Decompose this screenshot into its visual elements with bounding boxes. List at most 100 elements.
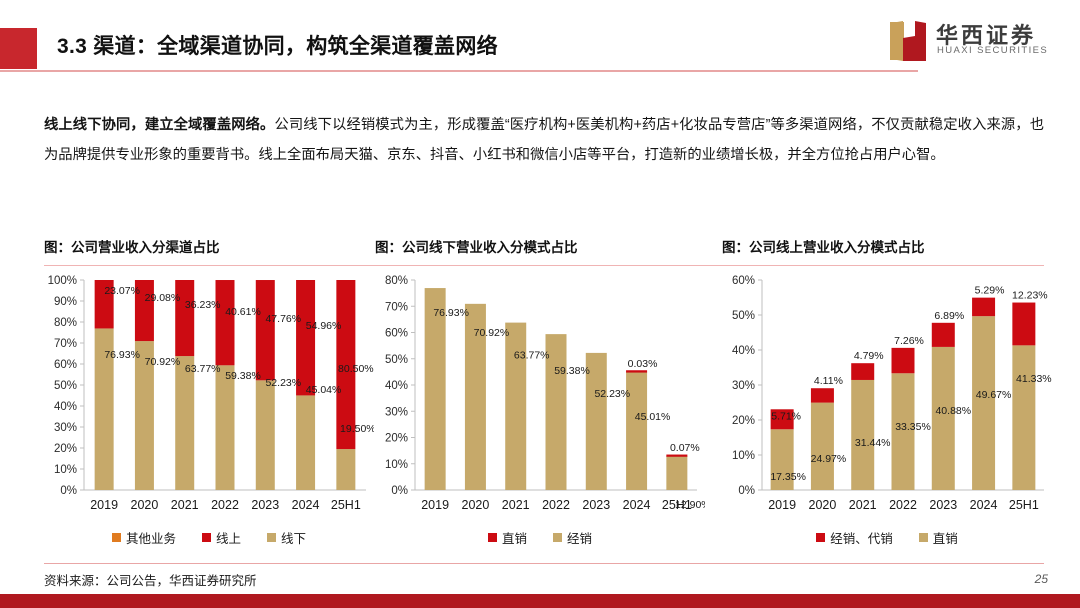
- svg-text:17.35%: 17.35%: [770, 471, 806, 483]
- legend-item-distribution-agency: 经销、代销: [816, 528, 893, 547]
- svg-text:54.96%: 54.96%: [306, 320, 342, 332]
- svg-text:100%: 100%: [48, 275, 77, 287]
- svg-text:4.79%: 4.79%: [854, 350, 884, 362]
- body-paragraph: 线上线下协同，建立全域覆盖网络。公司线下以经销模式为主，形成覆盖“医疗机构+医美…: [44, 110, 1044, 170]
- chart-title: 图：公司营业收入分渠道占比: [44, 240, 220, 255]
- svg-text:49.67%: 49.67%: [976, 389, 1012, 401]
- logo-text-cn: 华西证券: [936, 23, 1037, 48]
- header-divider: [0, 70, 918, 72]
- chart-legend: 直销 经销: [375, 528, 705, 547]
- svg-text:4.11%: 4.11%: [814, 375, 843, 387]
- svg-text:41.33%: 41.33%: [1016, 373, 1052, 385]
- source-note: 资料来源：公司公告，华西证券研究所: [44, 574, 257, 588]
- svg-text:0.03%: 0.03%: [628, 358, 658, 370]
- legend-swatch-offline: [267, 533, 276, 542]
- legend-item-online: 线上: [201, 528, 241, 547]
- svg-text:2022: 2022: [542, 498, 570, 512]
- svg-text:40%: 40%: [385, 380, 408, 392]
- svg-text:40%: 40%: [732, 345, 755, 357]
- svg-text:40.61%: 40.61%: [225, 306, 261, 318]
- svg-text:70.92%: 70.92%: [474, 327, 510, 339]
- chart-titles-divider: [44, 265, 1044, 267]
- svg-text:2021: 2021: [171, 498, 199, 512]
- svg-text:2021: 2021: [849, 498, 877, 512]
- page-title: 3.3 渠道：全域渠道协同，构筑全渠道覆盖网络: [57, 35, 498, 58]
- svg-text:52.23%: 52.23%: [594, 388, 630, 400]
- svg-text:33.35%: 33.35%: [895, 421, 931, 433]
- svg-text:2020: 2020: [131, 498, 159, 512]
- svg-text:2019: 2019: [768, 498, 796, 512]
- svg-text:60%: 60%: [54, 359, 77, 371]
- legend-item-other: 其他业务: [111, 528, 176, 547]
- svg-text:10%: 10%: [732, 450, 755, 462]
- svg-text:2023: 2023: [929, 498, 957, 512]
- legend-label-direct: 直销: [932, 532, 958, 546]
- svg-text:30%: 30%: [385, 406, 408, 418]
- legend-swatch-direct: [918, 533, 928, 542]
- chart-plot: 0% 10% 20% 30% 40% 50% 60% 70% 80% 90% 100% 2019 202…: [44, 272, 374, 520]
- chart-panel-offline-by-model: 图：公司线下营业收入分模式占比 0% 10% 20% 30% 40% 50% 60% 70% 8…: [375, 236, 705, 556]
- svg-text:52.23%: 52.23%: [265, 377, 301, 389]
- svg-text:45.01%: 45.01%: [635, 411, 671, 423]
- svg-text:0%: 0%: [60, 485, 77, 497]
- page-number: 25: [1034, 572, 1048, 586]
- svg-text:2020: 2020: [462, 498, 490, 512]
- svg-text:29.08%: 29.08%: [145, 292, 181, 304]
- svg-text:20%: 20%: [732, 415, 755, 427]
- legend-label-direct: 直销: [501, 532, 527, 546]
- legend-swatch-online: [201, 533, 211, 542]
- svg-text:45.04%: 45.04%: [306, 384, 342, 396]
- chart-legend: 其他业务 线上 线下: [44, 528, 374, 547]
- header-accent-block: [0, 28, 37, 69]
- footer-divider: [44, 563, 1044, 565]
- svg-text:30%: 30%: [732, 380, 755, 392]
- legend-item-distribution: 经销: [553, 528, 592, 547]
- svg-text:25H1: 25H1: [662, 498, 692, 512]
- logo-text-en: HUAXI SECURITIES: [937, 45, 1049, 56]
- svg-text:10%: 10%: [385, 459, 408, 471]
- chart-title: 图：公司线上营业收入分模式占比: [722, 240, 925, 255]
- svg-text:60%: 60%: [732, 275, 755, 287]
- footer-bar: [0, 594, 1080, 608]
- legend-label-distribution-agency: 经销、代销: [830, 532, 893, 546]
- legend-swatch-distribution: [553, 533, 562, 542]
- svg-text:80.50%: 80.50%: [338, 363, 374, 375]
- svg-text:2022: 2022: [211, 498, 239, 512]
- svg-text:60%: 60%: [385, 328, 408, 340]
- body-lead: 线上线下协同，建立全域覆盖网络。: [44, 117, 275, 133]
- chart-panel-online-by-model: 图：公司线上营业收入分模式占比 0% 10% 20% 30% 40% 50% 60% 2019…: [722, 236, 1052, 556]
- svg-text:36.23%: 36.23%: [185, 299, 221, 311]
- svg-text:25H1: 25H1: [331, 498, 361, 512]
- svg-text:63.77%: 63.77%: [185, 363, 221, 375]
- svg-text:40.88%: 40.88%: [935, 405, 971, 417]
- huaxi-h-mark-icon: [890, 21, 926, 61]
- body-text: 公司线下以经销模式为主，形成覆盖“医疗机构+医美机构+药店+化妆品专营店”等多渠…: [44, 117, 1044, 163]
- svg-text:47.76%: 47.76%: [265, 313, 301, 325]
- legend-item-offline: 线下: [267, 528, 306, 547]
- svg-text:6.89%: 6.89%: [934, 310, 964, 322]
- legend-label-distribution: 经销: [567, 532, 593, 546]
- legend-label-other: 其他业务: [125, 532, 176, 546]
- svg-text:0%: 0%: [391, 485, 408, 497]
- legend-swatch-distribution-agency: [816, 533, 826, 542]
- legend-label-online: 线上: [215, 532, 241, 546]
- svg-text:24.97%: 24.97%: [811, 453, 847, 465]
- svg-text:0%: 0%: [738, 485, 755, 497]
- svg-text:12.23%: 12.23%: [1012, 290, 1048, 302]
- legend-item-direct: 直销: [918, 528, 958, 547]
- svg-text:2020: 2020: [809, 498, 837, 512]
- svg-text:2019: 2019: [421, 498, 449, 512]
- svg-text:76.93%: 76.93%: [104, 349, 140, 361]
- legend-item-direct: 直销: [487, 528, 527, 547]
- svg-text:59.38%: 59.38%: [225, 370, 261, 382]
- svg-text:10%: 10%: [54, 464, 77, 476]
- svg-text:50%: 50%: [54, 380, 77, 392]
- svg-text:2023: 2023: [251, 498, 279, 512]
- svg-text:2024: 2024: [292, 498, 320, 512]
- svg-text:63.77%: 63.77%: [514, 350, 550, 362]
- svg-text:31.44%: 31.44%: [855, 437, 891, 449]
- legend-swatch-other: [111, 533, 121, 542]
- svg-text:20%: 20%: [54, 443, 77, 455]
- svg-text:5.71%: 5.71%: [771, 410, 801, 422]
- legend-swatch-direct: [487, 533, 497, 542]
